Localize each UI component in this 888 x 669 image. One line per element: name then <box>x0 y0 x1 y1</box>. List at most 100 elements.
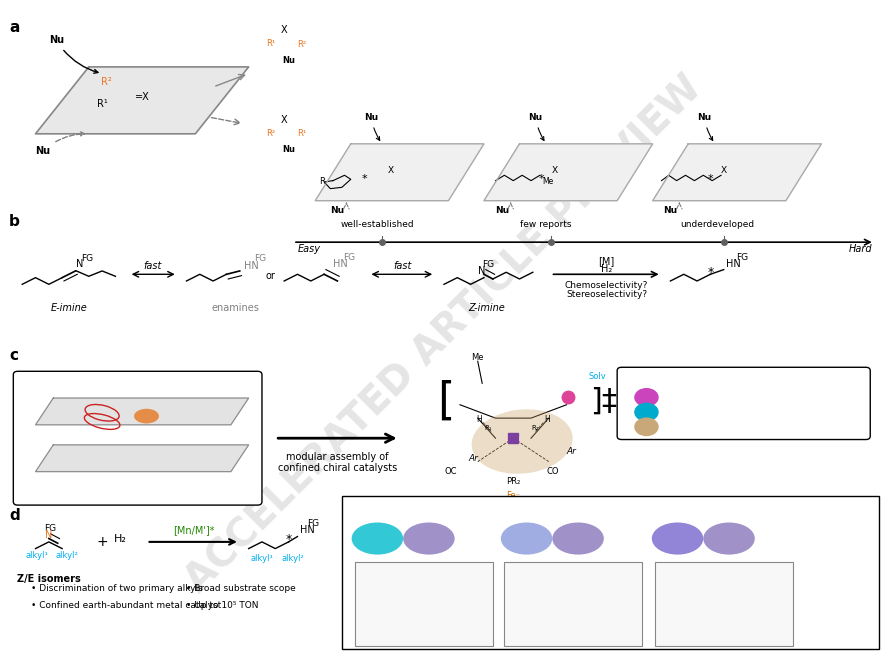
Text: cat. 1: cat. 1 <box>410 565 437 575</box>
Text: Chemoselectivity?: Chemoselectivity? <box>565 281 648 290</box>
Text: Ar: Ar <box>642 422 651 432</box>
Text: [: [ <box>437 380 455 423</box>
Text: fast: fast <box>144 261 162 270</box>
Text: • Up to 10⁵ TON: • Up to 10⁵ TON <box>186 601 259 610</box>
Text: FG: FG <box>482 260 495 269</box>
Text: Ar: Ar <box>566 447 576 456</box>
FancyBboxPatch shape <box>617 367 870 440</box>
Text: M': M' <box>563 392 574 401</box>
Polygon shape <box>36 67 249 134</box>
Text: Solvent = Et₂O: Solvent = Et₂O <box>693 593 755 603</box>
Ellipse shape <box>501 522 552 555</box>
Text: Nu: Nu <box>36 132 84 156</box>
Text: R¹: R¹ <box>266 39 275 48</box>
Text: 92% ee: 92% ee <box>405 552 442 561</box>
Text: FG: FG <box>44 524 57 533</box>
Text: Hard: Hard <box>848 244 872 254</box>
Text: H: H <box>477 415 482 424</box>
Text: ⁿPr: ⁿPr <box>721 534 737 543</box>
Text: HNⁿⁿⁿOMP: HNⁿⁿⁿOMP <box>396 497 439 506</box>
Text: Solv: Solv <box>639 409 654 415</box>
Text: 90% ee: 90% ee <box>554 552 591 561</box>
Text: Easy: Easy <box>297 244 321 254</box>
Text: or: or <box>266 271 276 280</box>
Circle shape <box>635 418 658 436</box>
Text: module 2: solvents: module 2: solvents <box>703 407 789 417</box>
Text: E-imine: E-imine <box>51 303 88 312</box>
Text: Nu: Nu <box>330 206 345 215</box>
Text: *: * <box>708 174 713 183</box>
Text: *: * <box>361 174 367 183</box>
Text: PR₂: PR₂ <box>506 477 520 486</box>
Text: Nu: Nu <box>364 114 380 140</box>
Ellipse shape <box>652 522 703 555</box>
Text: underdeveloped: underdeveloped <box>680 219 755 229</box>
Text: 85% ee: 85% ee <box>705 552 742 561</box>
Polygon shape <box>36 398 249 425</box>
FancyBboxPatch shape <box>355 562 493 646</box>
Text: Nu: Nu <box>528 114 544 140</box>
Text: HNⁿⁿⁿOMP: HNⁿⁿⁿOMP <box>545 497 588 506</box>
Circle shape <box>635 389 658 406</box>
Text: X: X <box>388 166 393 175</box>
Text: H: H <box>113 423 123 436</box>
Text: c: c <box>9 348 18 363</box>
Text: enamines: enamines <box>211 303 259 312</box>
Text: FG: FG <box>81 254 93 264</box>
Text: cat. 2: cat. 2 <box>559 565 587 575</box>
Text: N: N <box>45 531 52 540</box>
Text: alkyl¹: alkyl¹ <box>250 554 274 563</box>
Text: HN: HN <box>300 525 315 535</box>
Text: X: X <box>281 25 288 35</box>
FancyBboxPatch shape <box>13 371 262 505</box>
Text: Solvent = PhF: Solvent = PhF <box>394 593 453 603</box>
Text: cat. 3: cat. 3 <box>710 565 737 575</box>
Text: FG: FG <box>254 254 266 264</box>
Text: modular assembly of
confined chiral catalysts: modular assembly of confined chiral cata… <box>278 452 397 473</box>
Text: Nu: Nu <box>697 114 713 140</box>
Text: N: N <box>478 266 485 276</box>
Ellipse shape <box>134 409 159 423</box>
Text: • Confined earth-abundant metal catalyst: • Confined earth-abundant metal catalyst <box>31 601 221 610</box>
Text: FG: FG <box>736 253 749 262</box>
Text: H: H <box>544 415 550 424</box>
Text: cooperative σ- and π-interactions: cooperative σ- and π-interactions <box>62 482 213 492</box>
Text: well-established: well-established <box>341 219 414 229</box>
Text: R: R <box>320 177 325 187</box>
Text: ]‡: ]‡ <box>591 387 618 416</box>
Text: Mʹ= K: Mʹ= K <box>709 580 739 589</box>
Text: b: b <box>9 214 20 229</box>
Text: ⁿPen: ⁿPen <box>666 534 689 543</box>
Text: HN: HN <box>726 260 741 269</box>
Text: alkyl¹: alkyl¹ <box>26 551 49 560</box>
Text: M': M' <box>642 395 651 400</box>
Text: R¹: R¹ <box>52 408 63 417</box>
Text: ACCELERATED ARTICLE PREVIEW: ACCELERATED ARTICLE PREVIEW <box>178 69 710 600</box>
Text: R²: R² <box>266 129 275 138</box>
Text: *: * <box>707 266 714 279</box>
Text: R¹: R¹ <box>297 129 306 138</box>
Text: Fe⁻: Fe⁻ <box>506 490 520 500</box>
Text: Et: Et <box>372 534 383 543</box>
Text: module 3: ligand moieties: module 3: ligand moieties <box>686 422 805 432</box>
Ellipse shape <box>472 409 573 474</box>
Text: Solvent = dioxane: Solvent = dioxane <box>535 593 611 603</box>
Text: Nu: Nu <box>282 56 295 65</box>
Text: Me: Me <box>543 177 553 187</box>
Text: • Broad substrate scope: • Broad substrate scope <box>186 584 297 593</box>
Ellipse shape <box>352 522 403 555</box>
Text: Ar = β-Naphth: Ar = β-Naphth <box>396 607 451 616</box>
Text: R²: R² <box>101 77 112 86</box>
Text: FG: FG <box>307 518 320 528</box>
Ellipse shape <box>403 522 455 555</box>
Text: Mʹ= Na: Mʹ= Na <box>406 580 441 589</box>
Text: Nu: Nu <box>282 145 295 155</box>
Polygon shape <box>315 144 484 201</box>
Text: Stereoselectivity?: Stereoselectivity? <box>566 290 647 299</box>
Text: OC: OC <box>445 467 457 476</box>
Text: anionic metal hydride: anionic metal hydride <box>74 378 202 388</box>
Text: Arʹ = o-Br-C₆H₄: Arʹ = o-Br-C₆H₄ <box>544 607 601 616</box>
FancyBboxPatch shape <box>504 562 642 646</box>
Text: H: H <box>113 455 123 468</box>
Text: module 1: alkali cations: module 1: alkali cations <box>692 393 800 402</box>
